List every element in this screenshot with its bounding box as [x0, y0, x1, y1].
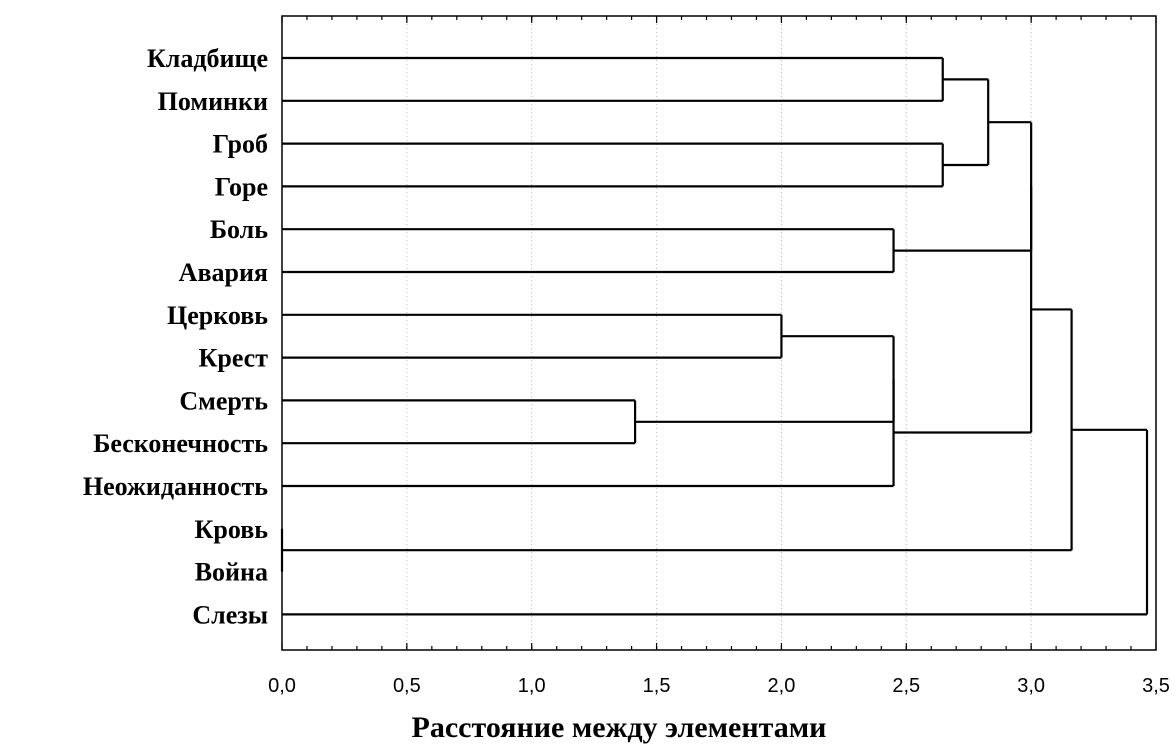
- leaf-label: Слезы: [192, 600, 268, 629]
- x-axis-ticks: 0,0 0,5 1,0 1,5 2,0 2,5 3,0 3,5: [268, 16, 1170, 697]
- x-tick-label: 2,5: [892, 675, 920, 697]
- x-tick-label: 1,0: [518, 675, 546, 697]
- leaf-label: Церковь: [167, 301, 268, 330]
- leaf-labels: Кладбище Поминки Гроб Горе Боль Авария Церковь…: [83, 44, 268, 629]
- x-tick-label: 0,5: [393, 675, 421, 697]
- x-tick-label: 1,5: [643, 675, 671, 697]
- leaf-label: Бесконечность: [93, 429, 268, 458]
- grid: [406, 16, 1032, 650]
- x-axis-title: Расстояние между элементами: [412, 711, 827, 744]
- leaf-label: Неожиданность: [83, 472, 268, 501]
- leaf-label: Боль: [210, 215, 268, 244]
- leaf-label: Крест: [199, 344, 269, 373]
- x-tick-label: 0,0: [268, 675, 296, 697]
- x-tick-label: 3,5: [1142, 675, 1170, 697]
- leaf-label: Горе: [215, 172, 268, 201]
- leaf-label: Смерть: [179, 386, 268, 415]
- leaf-label: Кровь: [195, 515, 269, 544]
- leaf-label: Авария: [179, 258, 268, 287]
- leaf-label: Кладбище: [147, 44, 268, 73]
- plot-frame: [281, 15, 1157, 651]
- dendrogram-links: [280, 56, 1149, 616]
- x-tick-label: 3,0: [1017, 675, 1045, 697]
- leaf-label: Поминки: [158, 87, 268, 116]
- leaf-label: Война: [195, 558, 268, 587]
- x-tick-label: 2,0: [768, 675, 796, 697]
- leaf-label: Гроб: [213, 130, 268, 159]
